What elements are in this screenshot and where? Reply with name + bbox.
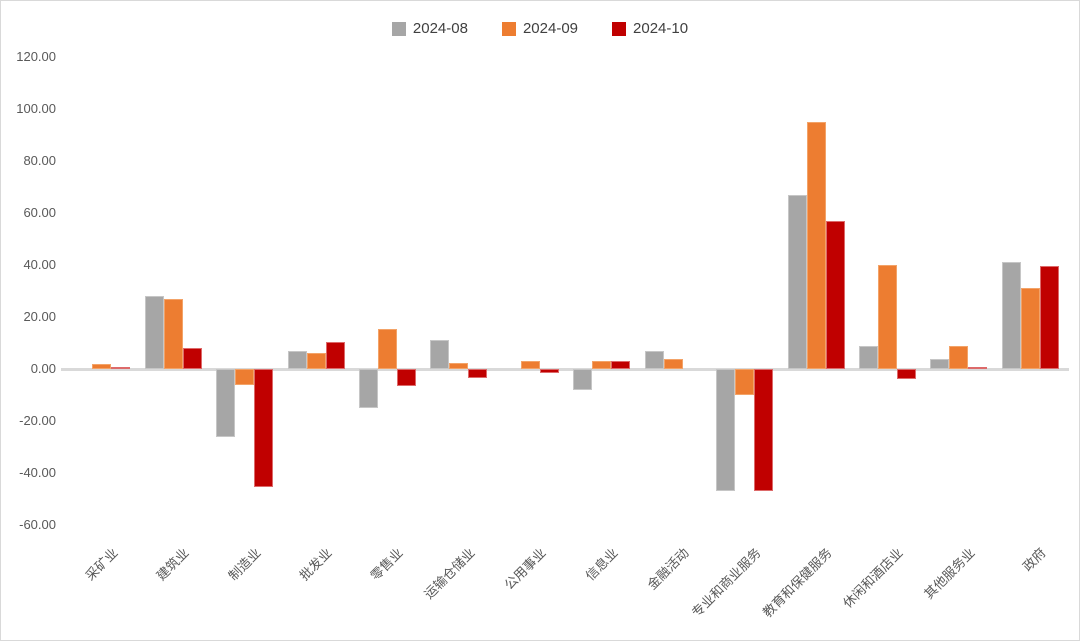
- y-tick-label: -20.00: [19, 413, 56, 428]
- bar-2024-10-教育和保健服务: [825, 220, 845, 369]
- bar-2024-08-运输仓储业: [430, 340, 450, 369]
- legend-item-2024-09: 2024-09: [501, 19, 579, 39]
- x-axis-label: 休闲和酒店业: [840, 545, 907, 611]
- y-tick-label: -60.00: [19, 517, 56, 532]
- x-axis-label: 政府: [1020, 545, 1050, 575]
- x-axis-label: 运输仓储业: [421, 545, 478, 602]
- bar-2024-10-运输仓储业: [468, 369, 488, 379]
- bar-2024-09-建筑业: [163, 298, 183, 369]
- bar-2024-10-政府: [1039, 266, 1059, 369]
- legend-swatch-orange: [501, 22, 516, 36]
- bar-2024-10-零售业: [396, 369, 416, 386]
- bar-2024-10-公用事业: [539, 369, 559, 373]
- x-axis-label: 信息业: [582, 545, 621, 584]
- bar-2024-09-其他服务业: [949, 345, 969, 369]
- bar-2024-09-金融活动: [663, 358, 683, 369]
- bar-2024-08-信息业: [573, 369, 593, 390]
- bar-2024-08-制造业: [216, 369, 236, 437]
- y-tick-label: 100.00: [16, 101, 56, 116]
- x-axis-label: 公用事业: [501, 545, 550, 593]
- x-axis-label: 批发业: [296, 545, 335, 584]
- x-axis-label: 金融活动: [644, 545, 692, 593]
- legend-swatch-gray: [391, 22, 406, 36]
- legend-label: 2024-08: [412, 20, 468, 37]
- bar-2024-10-批发业: [325, 341, 345, 369]
- bar-2024-08-政府: [1001, 262, 1021, 369]
- bar-2024-08-批发业: [287, 350, 307, 369]
- x-axis-label: 制造业: [225, 545, 264, 584]
- x-axis-label: 教育和保健服务: [759, 545, 835, 621]
- bar-2024-08-其他服务业: [930, 358, 950, 369]
- y-tick-label: 60.00: [23, 205, 56, 220]
- bar-2024-08-专业和商业服务: [716, 369, 736, 492]
- y-tick-label: -40.00: [19, 465, 56, 480]
- bar-2024-09-信息业: [592, 361, 612, 369]
- bar-2024-10-采矿业: [111, 366, 131, 369]
- bar-2024-08-零售业: [358, 369, 378, 408]
- bar-2024-08-金融活动: [644, 350, 664, 369]
- x-axis-label: 采矿业: [82, 545, 121, 584]
- x-axis-label: 专业和商业服务: [688, 545, 764, 621]
- x-axis-zero-line: [61, 368, 1069, 371]
- bar-2024-09-运输仓储业: [449, 362, 469, 369]
- bar-2024-09-教育和保健服务: [806, 122, 826, 369]
- y-tick-label: 40.00: [23, 257, 56, 272]
- bar-2024-09-零售业: [377, 328, 397, 369]
- legend-label: 2024-09: [522, 20, 579, 37]
- legend-item-2024-08: 2024-08: [391, 19, 468, 39]
- y-tick-label: 120.00: [16, 49, 56, 64]
- bar-2024-08-建筑业: [144, 296, 164, 369]
- x-axis-label: 零售业: [367, 545, 407, 584]
- x-axis-label: 建筑业: [153, 545, 192, 584]
- bar-2024-10-建筑业: [182, 348, 202, 369]
- bar-2024-10-专业和商业服务: [754, 369, 774, 492]
- bar-2024-09-休闲和酒店业: [877, 265, 897, 369]
- bar-2024-08-教育和保健服务: [787, 194, 807, 369]
- bar-2024-10-信息业: [611, 361, 631, 369]
- x-axis-label: 其他服务业: [921, 545, 978, 602]
- legend-label: 2024-10: [633, 20, 689, 37]
- bar-2024-09-批发业: [306, 353, 326, 369]
- y-tick-label: 80.00: [23, 153, 56, 168]
- legend: 2024-08 2024-09 2024-10: [1, 19, 1079, 39]
- y-tick-label: 0.00: [30, 361, 56, 376]
- legend-swatch-red: [612, 22, 627, 36]
- y-tick-label: 20.00: [23, 309, 56, 324]
- bar-2024-09-政府: [1020, 288, 1040, 369]
- bar-2024-09-采矿业: [92, 364, 112, 369]
- bar-2024-09-公用事业: [520, 361, 540, 369]
- legend-item-2024-10: 2024-10: [612, 19, 688, 39]
- bar-2024-09-制造业: [235, 369, 255, 385]
- bar-2024-09-专业和商业服务: [735, 369, 755, 395]
- bar-2024-08-休闲和酒店业: [858, 345, 878, 369]
- bar-2024-10-休闲和酒店业: [896, 369, 916, 380]
- bar-2024-10-其他服务业: [968, 366, 988, 369]
- bar-2024-10-制造业: [254, 369, 274, 488]
